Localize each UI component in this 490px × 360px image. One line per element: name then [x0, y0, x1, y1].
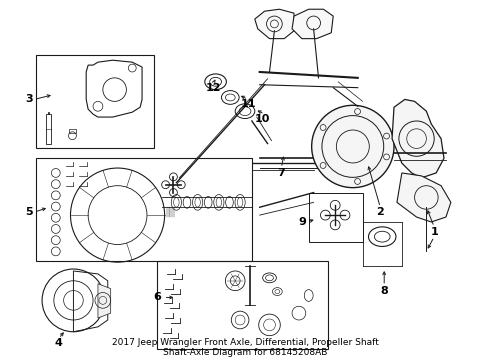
Text: 11: 11 — [240, 99, 256, 109]
Text: 1: 1 — [430, 227, 438, 237]
Polygon shape — [397, 173, 451, 222]
Text: 10: 10 — [255, 114, 270, 124]
Text: 3: 3 — [25, 94, 33, 104]
Text: 2: 2 — [376, 207, 384, 217]
Polygon shape — [292, 9, 333, 39]
Text: 12: 12 — [206, 83, 221, 93]
Bar — [36, 158, 252, 261]
Polygon shape — [98, 284, 111, 318]
Text: 6: 6 — [153, 292, 161, 302]
Circle shape — [312, 105, 394, 188]
Text: 8: 8 — [380, 285, 388, 296]
Polygon shape — [392, 99, 444, 178]
Bar — [157, 261, 328, 350]
Bar — [36, 55, 154, 148]
Text: 7: 7 — [277, 168, 285, 178]
Text: 5: 5 — [25, 207, 33, 217]
Text: 4: 4 — [55, 338, 63, 347]
Text: 9: 9 — [298, 217, 306, 227]
Text: 2017 Jeep Wrangler Front Axle, Differential, Propeller Shaft
Shaft-Axle Diagram : 2017 Jeep Wrangler Front Axle, Different… — [112, 338, 378, 357]
Polygon shape — [255, 9, 294, 39]
Bar — [309, 193, 363, 242]
